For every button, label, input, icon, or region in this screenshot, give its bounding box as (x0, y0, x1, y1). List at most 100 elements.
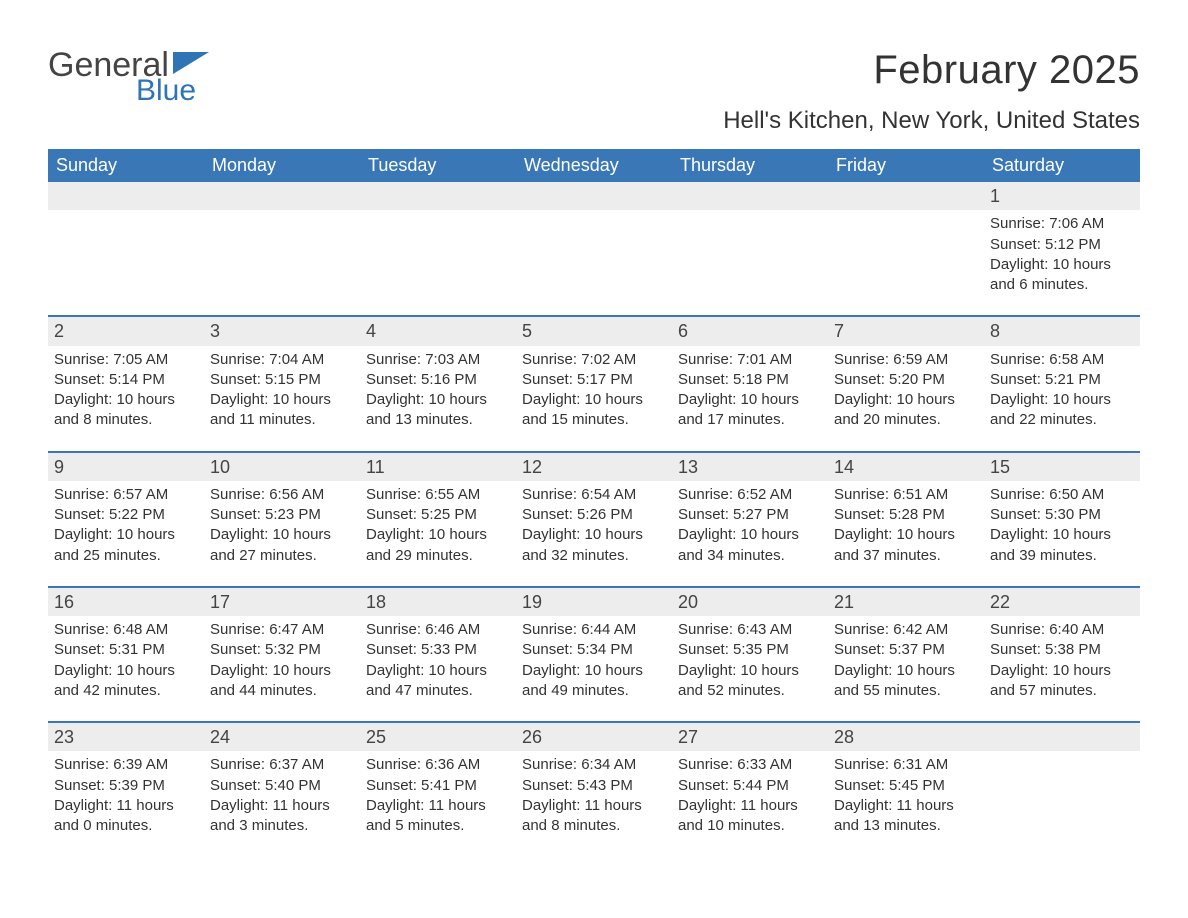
day-cell: 28Sunrise: 6:31 AMSunset: 5:45 PMDayligh… (828, 723, 984, 842)
daylight-line: Daylight: 10 hours and 11 minutes. (210, 390, 354, 431)
daylight-line: Daylight: 10 hours and 17 minutes. (678, 390, 822, 431)
day-number: 23 (48, 723, 204, 751)
sunrise-line: Sunrise: 6:59 AM (834, 350, 978, 370)
sunset-line: Sunset: 5:31 PM (54, 640, 198, 660)
dow-cell: Monday (204, 149, 360, 182)
daylight-line: Daylight: 10 hours and 39 minutes. (990, 525, 1134, 566)
daylight-line: Daylight: 10 hours and 34 minutes. (678, 525, 822, 566)
day-number: 3 (204, 317, 360, 345)
day-cell: 18Sunrise: 6:46 AMSunset: 5:33 PMDayligh… (360, 588, 516, 707)
sunset-line: Sunset: 5:45 PM (834, 776, 978, 796)
daylight-line: Daylight: 10 hours and 57 minutes. (990, 661, 1134, 702)
day-cell: 16 Sunrise: 6:48 AMSunset: 5:31 PMDayligh… (48, 588, 204, 707)
day-number: 14 (828, 453, 984, 481)
sunset-line: Sunset: 5:15 PM (210, 370, 354, 390)
daylight-line: Daylight: 10 hours and 25 minutes. (54, 525, 198, 566)
sunset-line: Sunset: 5:16 PM (366, 370, 510, 390)
day-number (204, 182, 360, 210)
daylight-line: Daylight: 10 hours and 47 minutes. (366, 661, 510, 702)
sunrise-line: Sunrise: 7:04 AM (210, 350, 354, 370)
day-number: 10 (204, 453, 360, 481)
sunrise-line: Sunrise: 6:36 AM (366, 755, 510, 775)
day-number: 11 (360, 453, 516, 481)
day-number: 13 (672, 453, 828, 481)
day-number: 26 (516, 723, 672, 751)
location-text: Hell's Kitchen, New York, United States (723, 107, 1140, 135)
sunrise-line: Sunrise: 6:42 AM (834, 620, 978, 640)
day-number: 8 (984, 317, 1140, 345)
week-row: 23Sunrise: 6:39 AMSunset: 5:39 PMDayligh… (48, 721, 1140, 842)
day-cell: 5Sunrise: 7:02 AMSunset: 5:17 PMDaylight… (516, 317, 672, 436)
week-row: 2Sunrise: 7:05 AMSunset: 5:14 PMDaylight… (48, 315, 1140, 436)
week-row: 1Sunrise: 7:06 AMSunset: 5:12 PMDaylight… (48, 182, 1140, 301)
day-cell: 25Sunrise: 6:36 AMSunset: 5:41 PMDayligh… (360, 723, 516, 842)
day-cell: 22Sunrise: 6:40 AMSunset: 5:38 PMDayligh… (984, 588, 1140, 707)
day-cell: 4Sunrise: 7:03 AMSunset: 5:16 PMDaylight… (360, 317, 516, 436)
day-cell: 7Sunrise: 6:59 AMSunset: 5:20 PMDaylight… (828, 317, 984, 436)
daylight-line: Daylight: 11 hours and 5 minutes. (366, 796, 510, 837)
day-cell: 24Sunrise: 6:37 AMSunset: 5:40 PMDayligh… (204, 723, 360, 842)
sunrise-line: Sunrise: 6:57 AM (54, 485, 198, 505)
sunset-line: Sunset: 5:12 PM (990, 235, 1134, 255)
sunset-line: Sunset: 5:28 PM (834, 505, 978, 525)
daylight-line: Daylight: 11 hours and 8 minutes. (522, 796, 666, 837)
weeks-container: 1Sunrise: 7:06 AMSunset: 5:12 PMDaylight… (48, 182, 1140, 842)
day-cell: 2Sunrise: 7:05 AMSunset: 5:14 PMDaylight… (48, 317, 204, 436)
sunrise-line: Sunrise: 6:55 AM (366, 485, 510, 505)
daylight-line: Daylight: 11 hours and 0 minutes. (54, 796, 198, 837)
day-cell: 19Sunrise: 6:44 AMSunset: 5:34 PMDayligh… (516, 588, 672, 707)
day-number: 16 (48, 588, 204, 616)
day-cell: 8Sunrise: 6:58 AMSunset: 5:21 PMDaylight… (984, 317, 1140, 436)
day-cell: 6Sunrise: 7:01 AMSunset: 5:18 PMDaylight… (672, 317, 828, 436)
sunset-line: Sunset: 5:41 PM (366, 776, 510, 796)
calendar: SundayMondayTuesdayWednesdayThursdayFrid… (48, 149, 1140, 842)
dow-cell: Saturday (984, 149, 1140, 182)
day-number: 6 (672, 317, 828, 345)
sunrise-line: Sunrise: 7:05 AM (54, 350, 198, 370)
sunset-line: Sunset: 5:21 PM (990, 370, 1134, 390)
day-cell (984, 723, 1140, 842)
day-number (984, 723, 1140, 751)
day-number (360, 182, 516, 210)
day-cell (672, 182, 828, 301)
daylight-line: Daylight: 10 hours and 42 minutes. (54, 661, 198, 702)
day-number: 21 (828, 588, 984, 616)
sunrise-line: Sunrise: 6:46 AM (366, 620, 510, 640)
day-number: 20 (672, 588, 828, 616)
day-cell: 10Sunrise: 6:56 AMSunset: 5:23 PMDayligh… (204, 453, 360, 572)
title-block: February 2025 Hell's Kitchen, New York, … (723, 48, 1140, 135)
logo-text-blue: Blue (136, 76, 209, 106)
sunset-line: Sunset: 5:33 PM (366, 640, 510, 660)
day-number: 27 (672, 723, 828, 751)
sunset-line: Sunset: 5:30 PM (990, 505, 1134, 525)
dow-cell: Tuesday (360, 149, 516, 182)
header: General Blue February 2025 Hell's Kitche… (48, 48, 1140, 135)
sunrise-line: Sunrise: 6:58 AM (990, 350, 1134, 370)
daylight-line: Daylight: 10 hours and 52 minutes. (678, 661, 822, 702)
day-number: 4 (360, 317, 516, 345)
sunset-line: Sunset: 5:26 PM (522, 505, 666, 525)
sunrise-line: Sunrise: 6:43 AM (678, 620, 822, 640)
daylight-line: Daylight: 10 hours and 6 minutes. (990, 255, 1134, 296)
daylight-line: Daylight: 10 hours and 49 minutes. (522, 661, 666, 702)
day-cell: 12Sunrise: 6:54 AMSunset: 5:26 PMDayligh… (516, 453, 672, 572)
day-number (828, 182, 984, 210)
daylight-line: Daylight: 10 hours and 55 minutes. (834, 661, 978, 702)
sunrise-line: Sunrise: 6:48 AM (54, 620, 198, 640)
daylight-line: Daylight: 10 hours and 27 minutes. (210, 525, 354, 566)
sunrise-line: Sunrise: 6:47 AM (210, 620, 354, 640)
day-number: 2 (48, 317, 204, 345)
sunrise-line: Sunrise: 6:39 AM (54, 755, 198, 775)
daylight-line: Daylight: 11 hours and 3 minutes. (210, 796, 354, 837)
sunset-line: Sunset: 5:44 PM (678, 776, 822, 796)
day-number (516, 182, 672, 210)
month-title: February 2025 (723, 48, 1140, 93)
day-number: 24 (204, 723, 360, 751)
sunrise-line: Sunrise: 6:51 AM (834, 485, 978, 505)
sunrise-line: Sunrise: 6:31 AM (834, 755, 978, 775)
day-cell (48, 182, 204, 301)
sunset-line: Sunset: 5:34 PM (522, 640, 666, 660)
day-cell: 11Sunrise: 6:55 AMSunset: 5:25 PMDayligh… (360, 453, 516, 572)
sunrise-line: Sunrise: 7:03 AM (366, 350, 510, 370)
day-number: 17 (204, 588, 360, 616)
